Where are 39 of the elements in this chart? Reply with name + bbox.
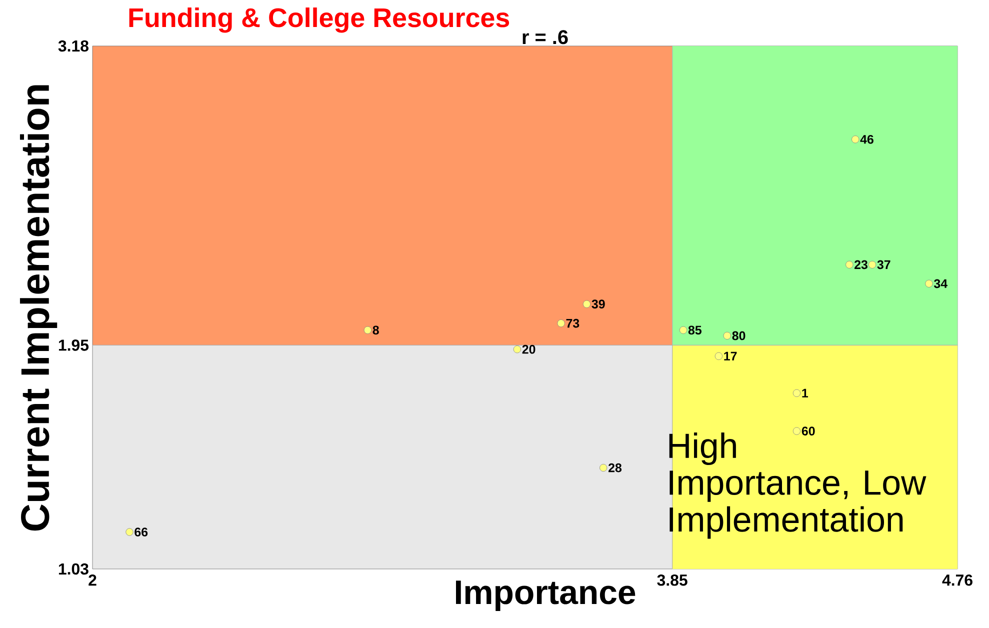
annotation: 46 bbox=[860, 134, 874, 144]
y-tick-label: 1.95 bbox=[58, 340, 89, 351]
chart-subtitle: r = .6 bbox=[522, 30, 568, 44]
point bbox=[846, 260, 854, 268]
point bbox=[557, 319, 565, 328]
point bbox=[582, 300, 591, 308]
point bbox=[868, 260, 876, 268]
annotation: 73 bbox=[566, 318, 580, 328]
x-tick-label: 2 bbox=[88, 574, 96, 586]
x-tick-label: 4.76 bbox=[942, 574, 972, 586]
chart-title: Funding & College Resources bbox=[129, 7, 510, 33]
annotation: 39 bbox=[592, 300, 605, 308]
point bbox=[364, 326, 372, 334]
annotation: 8 bbox=[372, 326, 379, 335]
point bbox=[600, 464, 608, 472]
point bbox=[723, 332, 731, 340]
y-tick-label: 3.18 bbox=[58, 40, 88, 52]
point bbox=[126, 528, 134, 536]
point bbox=[679, 326, 688, 334]
annotation: 34 bbox=[934, 279, 948, 288]
annotation: 1 bbox=[802, 388, 808, 398]
point bbox=[792, 427, 801, 435]
annotation: 66 bbox=[134, 528, 148, 536]
point bbox=[852, 136, 860, 144]
annotation: 23 bbox=[854, 260, 868, 270]
annotation: 37 bbox=[877, 260, 890, 270]
x-tick-label: 3.85 bbox=[657, 574, 688, 586]
x-axis-title: Importance bbox=[456, 580, 636, 611]
annotation: 28 bbox=[608, 463, 622, 472]
point bbox=[513, 346, 521, 354]
point bbox=[714, 352, 722, 360]
point bbox=[925, 280, 933, 288]
point bbox=[792, 389, 801, 397]
annotation: 80 bbox=[732, 331, 746, 340]
annotation: 20 bbox=[522, 344, 536, 354]
annotation: 85 bbox=[688, 326, 702, 335]
y-tick-label: 1.03 bbox=[58, 563, 88, 575]
annotation: 17 bbox=[724, 352, 737, 360]
y-axis-title: Current Implementation bbox=[20, 85, 58, 531]
